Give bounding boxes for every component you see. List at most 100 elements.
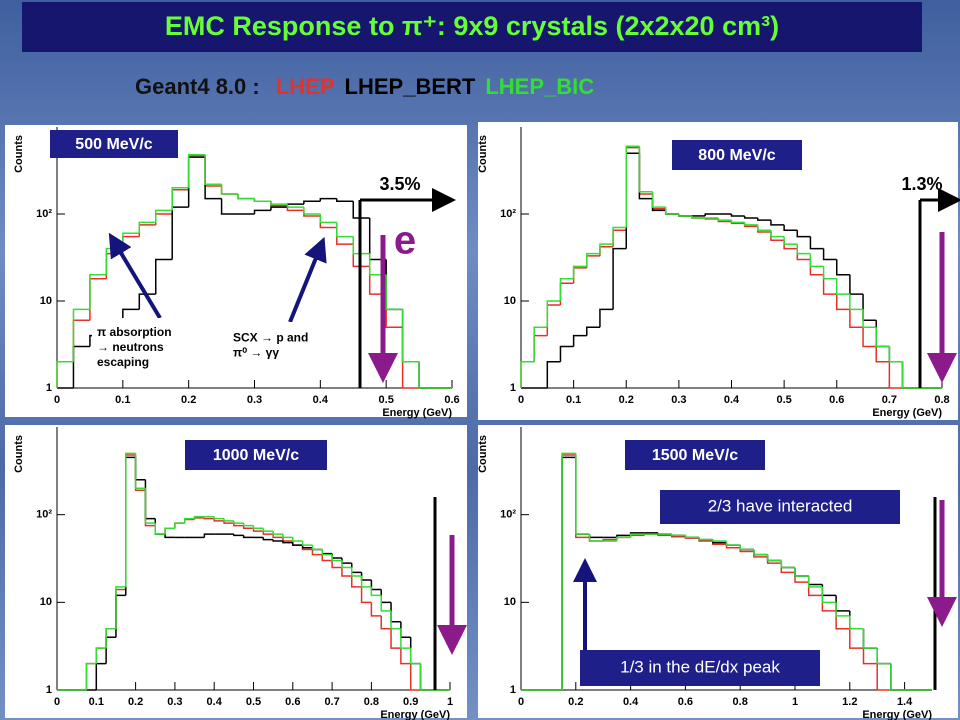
histogram-bin bbox=[612, 247, 627, 310]
histogram-bin bbox=[360, 586, 372, 604]
histogram-bin bbox=[134, 453, 146, 490]
x-tick-label: 0.6 bbox=[285, 696, 300, 708]
x-tick-label: 1.4 bbox=[897, 696, 913, 708]
x-tick-label: 0.5 bbox=[379, 394, 394, 406]
histogram-bin bbox=[835, 602, 850, 617]
histogram-bin bbox=[321, 554, 333, 562]
panel-background bbox=[478, 122, 958, 420]
histogram-bin bbox=[223, 518, 234, 522]
histogram-bin bbox=[572, 334, 587, 347]
y-tick-label: 10 bbox=[504, 596, 516, 608]
legend-entry: LHEP_BERT bbox=[345, 74, 476, 99]
histogram-bin bbox=[629, 533, 645, 538]
histogram-bin bbox=[154, 523, 166, 535]
y-tick-label: 10 bbox=[504, 295, 516, 307]
histogram-bin bbox=[352, 236, 370, 255]
annotation: π⁰ → γγ bbox=[233, 346, 279, 360]
histogram-bin bbox=[849, 615, 864, 630]
histogram-bin bbox=[331, 560, 342, 569]
histogram-bin bbox=[586, 326, 600, 336]
histogram-bin bbox=[684, 535, 700, 539]
histogram-bin bbox=[625, 145, 640, 228]
histogram-bin bbox=[836, 294, 850, 311]
histogram-bin bbox=[155, 209, 173, 223]
x-tick-label: 0.2 bbox=[619, 394, 634, 406]
histogram-bin bbox=[409, 663, 421, 691]
histogram-bin bbox=[586, 252, 600, 267]
histogram-bin bbox=[561, 452, 576, 690]
histogram-bin bbox=[138, 293, 156, 310]
histogram-bin bbox=[272, 531, 283, 535]
histogram-bin bbox=[282, 541, 293, 544]
histogram-bin bbox=[223, 520, 234, 524]
histogram-bin bbox=[849, 294, 864, 311]
histogram-bin bbox=[712, 539, 727, 542]
histogram-bin bbox=[341, 567, 352, 577]
x-tick-label: 0.1 bbox=[115, 394, 130, 406]
histogram-bin bbox=[809, 253, 824, 268]
histogram-bin bbox=[319, 197, 337, 202]
histogram-bin bbox=[876, 648, 891, 665]
histogram-bin bbox=[272, 534, 283, 539]
histogram-bin bbox=[311, 549, 323, 556]
x-tick-label: 0.5 bbox=[776, 394, 791, 406]
histogram-bin bbox=[301, 541, 313, 546]
histogram-bin bbox=[875, 327, 890, 348]
x-tick-label: 0.7 bbox=[324, 696, 339, 708]
y-tick-label: 1 bbox=[510, 684, 516, 696]
histogram-bin bbox=[704, 213, 719, 216]
histogram-bin bbox=[419, 663, 431, 691]
histogram-bin bbox=[533, 326, 548, 362]
histogram-bin bbox=[370, 586, 382, 597]
x-tick-label: 0.3 bbox=[247, 394, 262, 406]
annotation: 1/3 in the dE/dx peak bbox=[620, 657, 780, 676]
momentum-label: 800 MeV/c bbox=[698, 147, 775, 164]
histogram-bin bbox=[242, 535, 254, 539]
histogram-bin bbox=[766, 554, 782, 562]
histogram-bin bbox=[351, 575, 362, 588]
x-tick-label: 0.6 bbox=[444, 394, 459, 406]
x-tick-label: 1 bbox=[792, 696, 798, 708]
histogram-bin bbox=[341, 560, 352, 569]
x-tick-label: 0 bbox=[518, 696, 524, 708]
histogram-bin bbox=[730, 220, 745, 224]
legend-entry: LHEP bbox=[276, 74, 335, 99]
histogram-bin bbox=[336, 222, 354, 238]
histogram-bin bbox=[311, 545, 323, 551]
histogram-bin bbox=[691, 215, 706, 219]
y-tick-label: 10 bbox=[40, 596, 52, 608]
histogram-bin bbox=[370, 602, 382, 617]
annotation-box bbox=[660, 490, 900, 524]
histogram-bin bbox=[901, 361, 916, 389]
histogram-bin bbox=[807, 575, 823, 588]
histogram-bin bbox=[743, 222, 758, 226]
x-tick-label: 0.1 bbox=[566, 394, 581, 406]
x-tick-label: 0.3 bbox=[167, 696, 182, 708]
annotation-box bbox=[580, 650, 820, 686]
histogram-bin bbox=[588, 534, 604, 542]
x-tick-label: 0.9 bbox=[403, 696, 418, 708]
histogram-bin bbox=[242, 523, 254, 527]
histogram-bin bbox=[400, 648, 411, 665]
histogram-bin bbox=[572, 265, 587, 279]
histogram-bin bbox=[187, 153, 206, 188]
histogram-bin bbox=[770, 230, 785, 238]
histogram-bin bbox=[105, 627, 116, 649]
histogram-bin bbox=[301, 545, 313, 549]
y-axis-label: Counts bbox=[477, 135, 489, 173]
histogram-bin bbox=[292, 537, 303, 542]
legend-entry: LHEP_BIC bbox=[485, 74, 594, 99]
histogram-bin bbox=[262, 531, 274, 535]
y-axis-label: Counts bbox=[13, 435, 25, 473]
histogram-bin bbox=[253, 198, 271, 203]
histogram-bin bbox=[875, 346, 890, 363]
momentum-box bbox=[625, 440, 765, 470]
histogram-bin bbox=[138, 221, 156, 234]
histogram-bin bbox=[56, 361, 74, 388]
histogram-bin bbox=[717, 217, 732, 221]
x-tick-label: 0 bbox=[54, 394, 60, 406]
histogram-bin bbox=[849, 628, 864, 649]
y-axis-label: Counts bbox=[13, 135, 25, 173]
histogram-bin bbox=[233, 534, 244, 537]
